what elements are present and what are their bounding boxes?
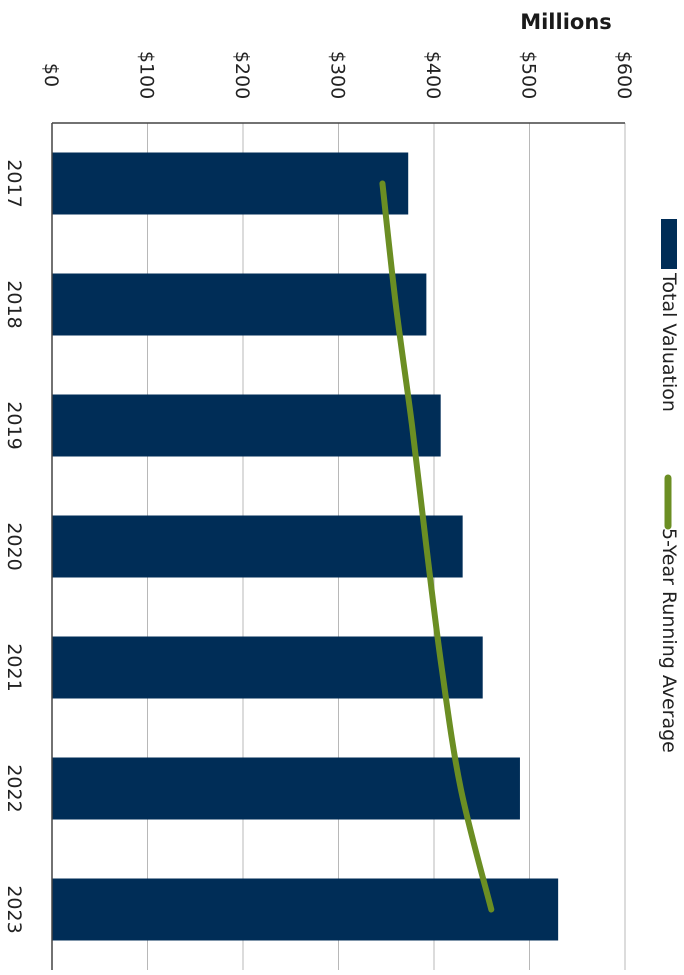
category-label: 2019	[3, 401, 25, 449]
value-tick-label: $600	[613, 51, 635, 99]
legend: Total Valuation 5-Year Running Average	[658, 219, 680, 753]
category-label: 2017	[3, 159, 25, 207]
bar-2017	[52, 152, 409, 215]
bar-2023	[52, 878, 559, 941]
category-label: 2020	[3, 522, 25, 570]
bar-2018	[52, 273, 427, 336]
bar-2020	[52, 515, 463, 578]
category-label: 2022	[3, 764, 25, 812]
category-label: 2021	[3, 643, 25, 691]
legend-label: 5-Year Running Average	[658, 528, 680, 753]
value-tick-label: $100	[136, 51, 158, 99]
legend-swatch-bar	[661, 219, 677, 269]
value-tick-label: $0	[40, 63, 62, 87]
value-tick-label: $300	[327, 51, 349, 99]
legend-item-running-average: 5-Year Running Average	[658, 474, 680, 753]
value-tick-label: $500	[518, 51, 540, 99]
bar-2019	[52, 394, 441, 457]
line-series	[379, 180, 495, 913]
legend-item-total-valuation: Total Valuation	[658, 219, 680, 412]
bar-2021	[52, 636, 483, 699]
bar-series	[52, 152, 559, 941]
bar-2022	[52, 757, 520, 820]
value-tick-labels: $0 $100 $200 $300 $400 $500 $600	[40, 51, 635, 99]
value-tick-label: $200	[231, 51, 253, 99]
axes	[51, 122, 625, 970]
value-tick-label: $400	[422, 51, 444, 99]
legend-label: Total Valuation	[658, 272, 680, 412]
category-labels: 2017 2018 2019 2020 2021 2022 2023	[3, 159, 25, 933]
category-label: 2023	[3, 885, 25, 933]
unit-label: Millions	[520, 10, 612, 34]
category-label: 2018	[3, 280, 25, 328]
running-average-line	[379, 180, 495, 913]
